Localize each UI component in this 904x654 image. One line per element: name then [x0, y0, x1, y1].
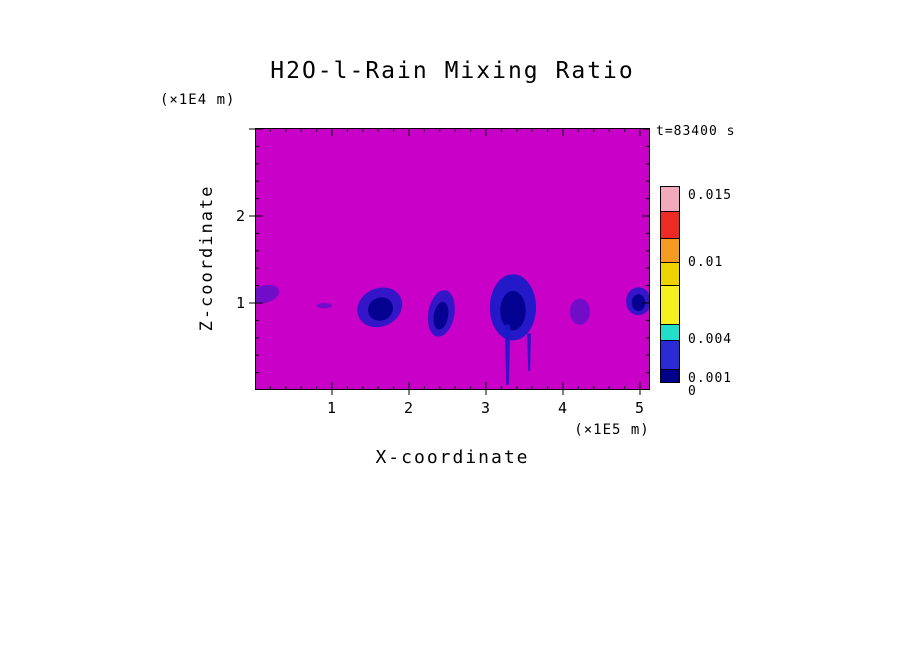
rain-features: [255, 274, 650, 385]
colorbar-tick-label: 0.015: [688, 188, 733, 203]
z-axis-label: Z-coordinate: [197, 184, 217, 332]
colorbar-tick-label: 0: [688, 384, 697, 399]
chart-title: H2O-l-Rain Mixing Ratio: [270, 58, 635, 84]
colorbar-segment: [660, 211, 680, 239]
x-tick-label: 4: [557, 399, 569, 417]
colorbar-segment: [660, 238, 680, 263]
x-axis-label: X-coordinate: [375, 447, 530, 468]
plot-frame: [255, 128, 650, 390]
feature-edge-cell-right: [626, 287, 650, 316]
y-tick-label: 1: [235, 294, 246, 312]
feature-cell-1: [357, 287, 403, 328]
colorbar-segment: [660, 340, 680, 370]
x-tick-label: 3: [480, 399, 492, 417]
feature-wisp: [316, 303, 332, 309]
feature-cell-3-shaft-b: [527, 333, 532, 371]
feature-cell-3-shaft-a: [504, 324, 511, 385]
x-tick-label: 2: [403, 399, 415, 417]
x-tick-label: 1: [326, 399, 338, 417]
y-tick-label: 2: [235, 207, 246, 225]
colorbar-segment: [660, 285, 680, 325]
colorbar-segment: [660, 369, 680, 383]
z-axis-unit-label: (×1E4 m): [160, 92, 236, 108]
colorbar-segment: [660, 324, 680, 341]
timestamp-label: t=83400 s: [656, 124, 736, 139]
plot-area: [249, 128, 650, 395]
colorbar: [660, 186, 680, 383]
colorbar-tick-label: 0.01: [688, 255, 724, 270]
feature-cell-4: [569, 298, 590, 325]
colorbar-tick-label: 0.004: [688, 332, 733, 347]
feature-cell-3: [489, 274, 537, 341]
colorbar-segment: [660, 186, 680, 212]
feature-cell-2: [427, 290, 455, 337]
colorbar-segment: [660, 262, 680, 286]
x-axis-unit-label: (×1E5 m): [574, 422, 650, 438]
field-background: [255, 128, 650, 390]
feature-edge-streaks-left: [255, 284, 280, 304]
x-tick-label: 5: [634, 399, 646, 417]
colorbar-tick-label: 0.001: [688, 371, 733, 386]
